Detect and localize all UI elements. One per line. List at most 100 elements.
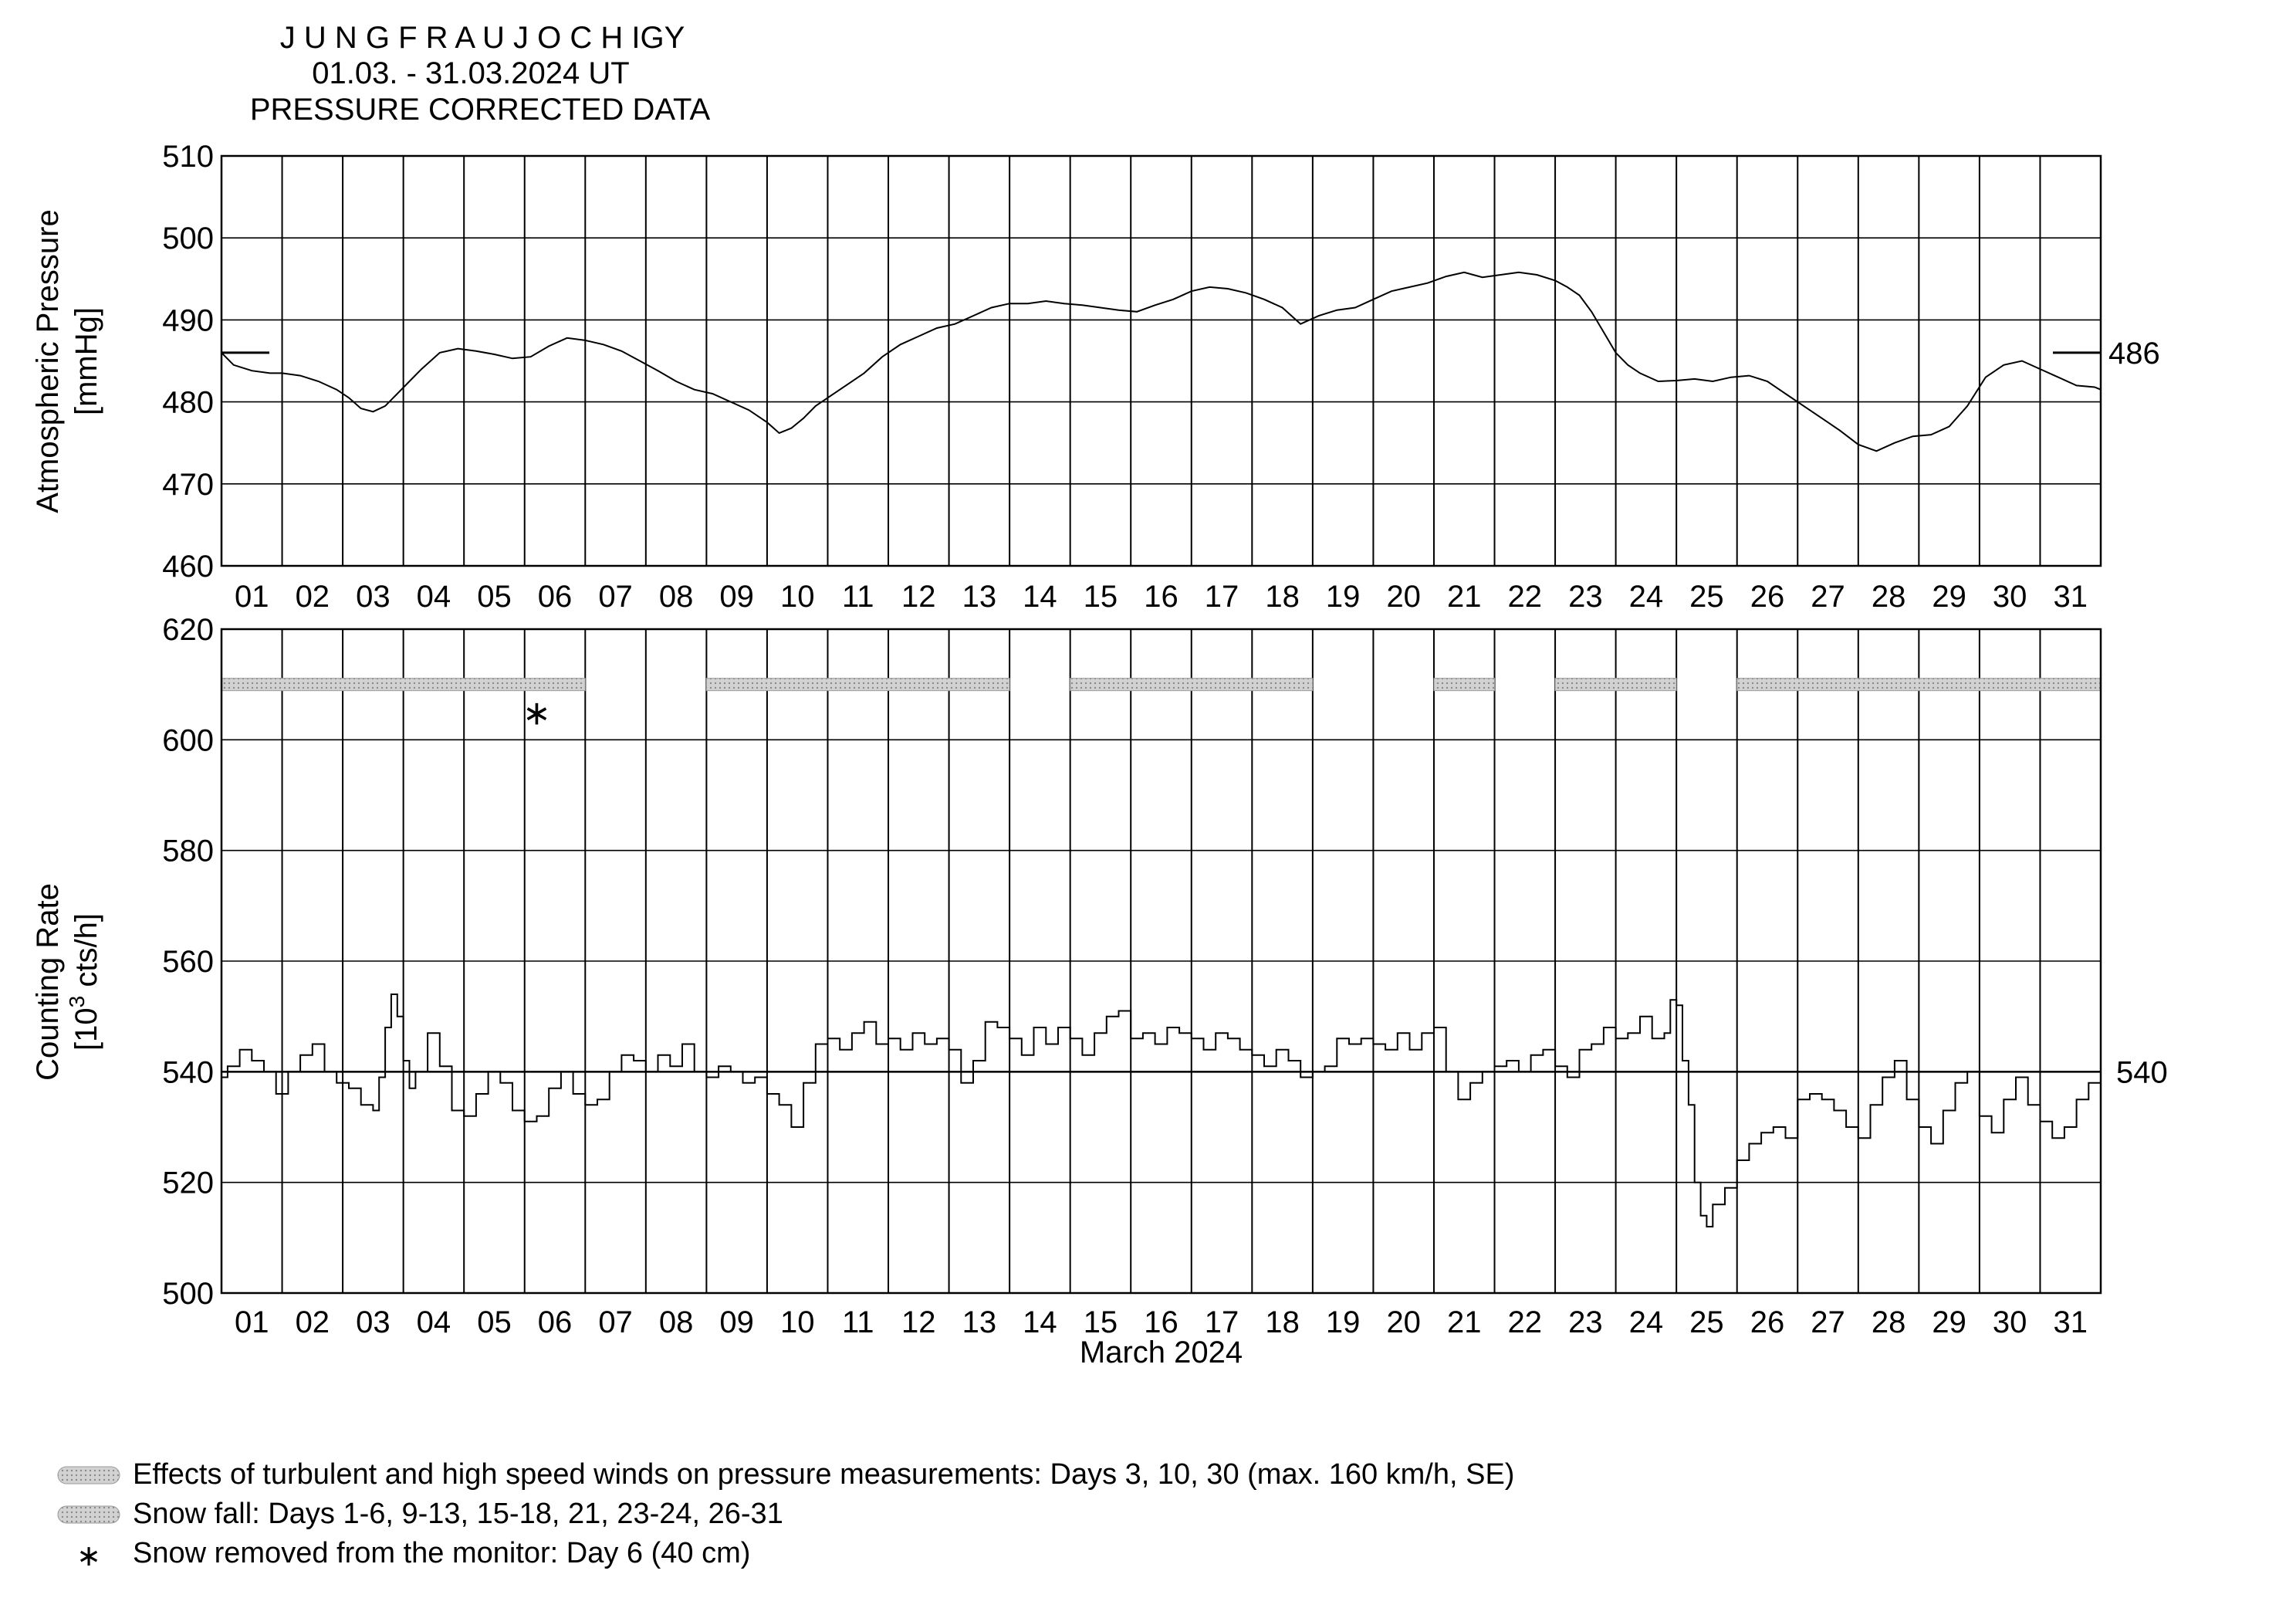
counting-x-tick-label: 25 [1689,1305,1724,1339]
counting-y-label-unit-rest: cts/h] [69,913,103,996]
counting-reference-label: 540 [2116,1055,2168,1089]
counting-y-label-line2: [103 cts/h] [65,913,103,1051]
pressure-x-tick-label: 15 [1084,580,1118,614]
counting-x-tick-label: 10 [780,1305,815,1339]
pressure-x-tick-label: 14 [1023,580,1057,614]
counting-x-tick-label: 18 [1265,1305,1300,1339]
pressure-x-tick-label: 05 [477,580,512,614]
pressure-x-tick-label: 19 [1326,580,1361,614]
counting-x-tick-label: 17 [1205,1305,1239,1339]
pressure-x-tick-label: 09 [719,580,754,614]
counting-x-tick-label: 09 [719,1305,754,1339]
pressure-y-tick-label: 510 [162,140,214,174]
counting-x-label: March 2024 [1080,1335,1243,1369]
counting-x-tick-label: 01 [235,1305,269,1339]
counting-x-tick-label: 13 [962,1305,997,1339]
counting-y-ticks: 500 520 540 560 580 600 620 [162,613,214,1311]
pressure-x-tick-label: 13 [962,580,997,614]
counting-x-tick-label: 15 [1084,1305,1118,1339]
pressure-x-tick-label: 03 [356,580,391,614]
pressure-y-tick-label: 490 [162,303,214,337]
pressure-y-tick-label: 470 [162,468,214,502]
pressure-y-label-line2: [mmHg] [69,307,103,415]
counting-y-label-unit-exp: 3 [65,996,89,1008]
pressure-x-tick-label: 22 [1508,580,1543,614]
counting-x-tick-label: 21 [1447,1305,1482,1339]
counting-x-tick-label: 23 [1568,1305,1603,1339]
counting-y-tick-label: 580 [162,834,214,868]
pressure-x-tick-label: 06 [538,580,573,614]
pressure-y-label-line1: Atmospheric Pressure [31,209,65,513]
counting-x-tick-label: 30 [1993,1305,2027,1339]
pressure-x-tick-label: 24 [1629,580,1664,614]
counting-y-tick-label: 600 [162,723,214,757]
counting-series-line [221,994,2102,1227]
legend-snow-swatch [57,1505,120,1524]
chart-subtitle: PRESSURE CORRECTED DATA [250,93,711,127]
counting-x-tick-label: 16 [1144,1305,1178,1339]
counting-x-tick-label: 22 [1508,1305,1543,1339]
counting-x-tick-label: 20 [1386,1305,1421,1339]
counting-y-label-unit-base: [10 [69,1007,103,1051]
counting-x-tick-label: 08 [659,1305,694,1339]
pressure-reference-label: 486 [2108,337,2160,371]
pressure-y-tick-label: 480 [162,386,214,420]
pressure-x-tick-label: 17 [1205,580,1239,614]
counting-x-tick-label: 28 [1872,1305,1906,1339]
counting-x-tick-label: 06 [538,1305,573,1339]
pressure-x-tick-label: 23 [1568,580,1603,614]
counting-x-tick-label: 02 [296,1305,330,1339]
pressure-x-tick-label: 16 [1144,580,1178,614]
wind-effect-band-2 [705,678,1010,692]
pressure-y-tick-label: 460 [162,550,214,584]
legend-wind-label: Effects of turbulent and high speed wind… [133,1458,1514,1491]
counting-y-tick-label: 500 [162,1277,214,1311]
pressure-x-tick-label: 08 [659,580,694,614]
counting-y-label-line1: Counting Rate [31,883,65,1081]
counting-x-tick-label: 14 [1023,1305,1057,1339]
chart-title: J U N G F R A U J O C H IGY [280,21,685,55]
legend-snow-label: Snow fall: Days 1-6, 9-13, 15-18, 21, 23… [133,1498,783,1530]
wind-effect-band-5 [1554,678,1677,692]
pressure-x-tick-label: 31 [2053,580,2088,614]
pressure-x-tick-label: 12 [901,580,936,614]
legend-snow-removed-label: Snow removed from the monitor: Day 6 (40… [133,1537,750,1569]
pressure-series-line [221,271,2102,452]
wind-effect-bands [221,678,2102,692]
wind-effect-band-1 [221,678,586,692]
counting-x-tick-label: 27 [1811,1305,1845,1339]
pressure-x-tick-label: 04 [417,580,451,614]
counting-x-tick-label: 05 [477,1305,512,1339]
wind-effect-band-3 [1070,678,1314,692]
counting-y-tick-label: 560 [162,945,214,979]
counting-x-tick-label: 04 [417,1305,451,1339]
counting-y-tick-label: 520 [162,1166,214,1200]
pressure-grid [221,155,2101,567]
pressure-plot-frame [220,154,2102,567]
pressure-x-tick-label: 25 [1689,580,1724,614]
pressure-x-tick-label: 02 [296,580,330,614]
counting-y-tick-label: 540 [162,1055,214,1089]
pressure-x-tick-label: 29 [1932,580,1966,614]
pressure-x-tick-label: 28 [1872,580,1906,614]
wind-effect-band-4 [1433,678,1496,692]
counting-x-tick-label: 29 [1932,1305,1966,1339]
pressure-x-tick-label: 18 [1265,580,1300,614]
pressure-x-ticks: 01 02 03 04 05 06 07 08 09 10 11 12 13 14 15 16 17 18 19 20… [235,580,2088,614]
pressure-x-tick-label: 01 [235,580,269,614]
pressure-x-tick-label: 26 [1750,580,1785,614]
counting-x-tick-label: 07 [598,1305,633,1339]
counting-x-ticks: 01 02 03 04 05 06 07 08 09 10 11 12 13 14 15 16 17 18 19 20… [235,1305,2088,1339]
pressure-x-tick-label: 20 [1386,580,1421,614]
counting-grid [221,628,2101,1294]
legend-snow-removed-symbol: ∗ [76,1540,101,1572]
pressure-x-tick-label: 10 [780,580,815,614]
counting-x-tick-label: 12 [901,1305,936,1339]
pressure-x-tick-label: 11 [842,580,874,614]
snow-removal-marker: ∗ [522,695,551,733]
counting-rate-panel: 500 520 540 560 580 600 620 01 02 03 04 05 06 07 08 09… [31,613,2168,1369]
pressure-y-ticks: 460 470 480 490 500 510 [162,140,214,584]
counting-x-tick-label: 24 [1629,1305,1664,1339]
pressure-panel: 460 470 480 490 500 510 01 02 03 04 05 06 07 08 09 10 1… [31,140,2160,614]
